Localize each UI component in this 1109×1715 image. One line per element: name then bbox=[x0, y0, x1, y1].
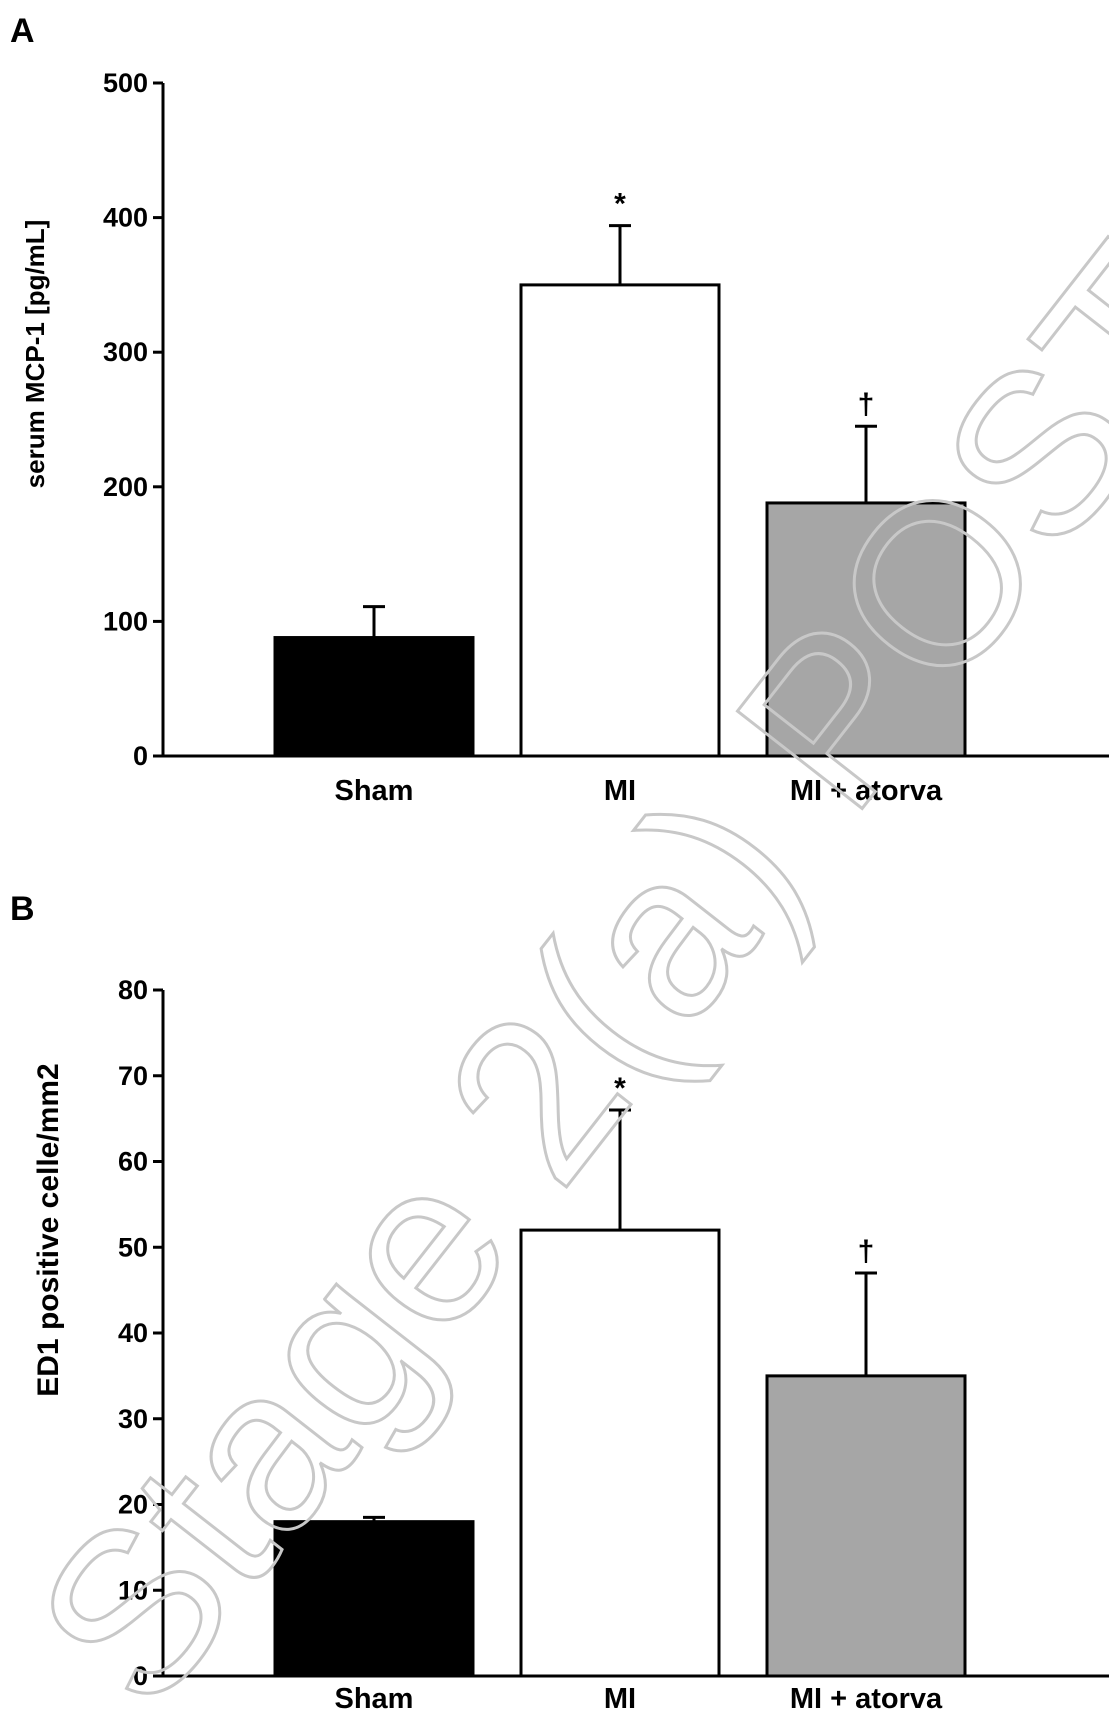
panel-b-bar bbox=[273, 1520, 475, 1678]
panel-a-bar bbox=[765, 501, 967, 758]
panel-b-bar bbox=[519, 1228, 721, 1678]
panel-a-tick-label: 100 bbox=[103, 606, 148, 636]
panel-a-category-label: MI bbox=[604, 775, 636, 807]
panel-b-tick-label: 10 bbox=[118, 1575, 148, 1605]
panel-a-tick-label: 400 bbox=[103, 203, 148, 233]
panel-b-significance-marker: † bbox=[858, 1235, 875, 1268]
panel-b-bar bbox=[765, 1374, 967, 1678]
panel-b-label: B bbox=[10, 890, 35, 928]
panel-b-y-ticks: 0 10 20 30 40 50 60 70 80 bbox=[118, 975, 163, 1691]
panel-b-category-label: Sham bbox=[335, 1683, 414, 1715]
panel-a-category-label: MI + atorva bbox=[790, 775, 943, 807]
panel-b-category-label: MI + atorva bbox=[790, 1683, 943, 1715]
panel-a-categories: Sham MI MI + atorva bbox=[335, 775, 944, 807]
panel-a-tick-label: 300 bbox=[103, 337, 148, 367]
panel-b-y-axis-label: ED1 positive celle/mm2 bbox=[32, 1063, 65, 1397]
panel-b-category-label: MI bbox=[604, 1683, 636, 1715]
panel-b-chart: B ED1 positive celle/mm2 0 10 20 30 40 50 60 70… bbox=[10, 890, 1109, 1715]
panel-b-tick-label: 40 bbox=[118, 1318, 148, 1348]
panel-a-significance-marker: * bbox=[614, 188, 626, 221]
panel-b-significance-marker: * bbox=[614, 1072, 626, 1105]
panel-b-tick-label: 50 bbox=[118, 1232, 148, 1262]
panel-b-tick-label: 30 bbox=[118, 1404, 148, 1434]
panel-a-chart: A serum MCP-1 [pg/mL] 0 100 200 300 400 500 *… bbox=[10, 12, 1109, 807]
panel-b-tick-label: 0 bbox=[133, 1661, 148, 1691]
panel-a-label: A bbox=[10, 12, 35, 50]
panel-a-tick-label: 0 bbox=[133, 741, 148, 771]
panel-b-categories: Sham MI MI + atorva bbox=[335, 1683, 944, 1715]
panel-a-bars: *† bbox=[273, 188, 967, 758]
panel-a-bar bbox=[519, 283, 721, 758]
panel-b-tick-label: 20 bbox=[118, 1490, 148, 1520]
panel-a-significance-marker: † bbox=[858, 388, 875, 421]
panel-b-tick-label: 80 bbox=[118, 975, 148, 1005]
panel-a-tick-label: 500 bbox=[103, 68, 148, 98]
panel-a-y-ticks: 0 100 200 300 400 500 bbox=[103, 68, 163, 771]
panel-b-tick-label: 60 bbox=[118, 1147, 148, 1177]
panel-a-bar bbox=[273, 636, 475, 758]
panel-a-tick-label: 200 bbox=[103, 472, 148, 502]
panel-a-category-label: Sham bbox=[335, 775, 414, 807]
panel-b-tick-label: 70 bbox=[118, 1061, 148, 1091]
panel-a-y-axis-label: serum MCP-1 [pg/mL] bbox=[20, 220, 50, 489]
